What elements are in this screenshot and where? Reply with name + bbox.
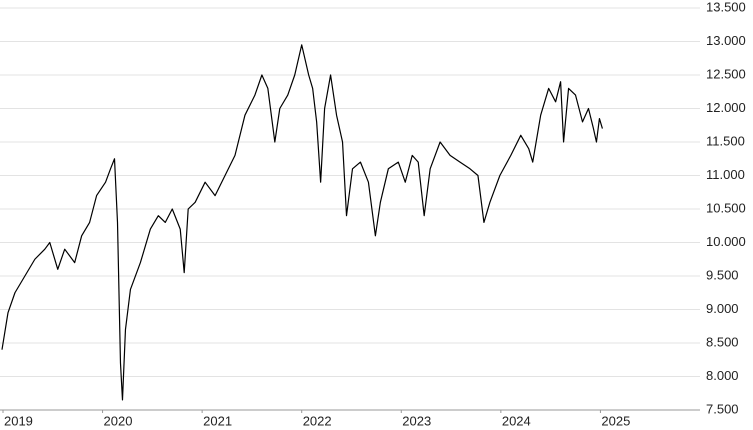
y-tick-label: 10.000: [706, 234, 746, 249]
x-tick-label: 2021: [203, 413, 232, 428]
x-tick-label: 2025: [601, 413, 630, 428]
y-tick-label: 10.500: [706, 200, 746, 215]
y-tick-label: 8.500: [706, 334, 739, 349]
price-line: [1, 44, 603, 401]
y-tick-label: 8.000: [706, 368, 739, 383]
y-tick-label: 9.500: [706, 267, 739, 282]
x-tick-label: 2019: [4, 413, 33, 428]
y-tick-label: 13.000: [706, 33, 746, 48]
x-tick-label: 2023: [402, 413, 431, 428]
y-tick-label: 11.500: [706, 133, 745, 148]
y-tick-label: 9.000: [706, 301, 739, 316]
x-tick-label: 2024: [502, 413, 531, 428]
y-tick-label: 12.500: [706, 66, 746, 81]
x-tick-label: 2022: [303, 413, 332, 428]
y-tick-label: 11.000: [706, 167, 745, 182]
y-tick-label: 13.500: [706, 0, 746, 14]
x-tick-label: 2020: [104, 413, 133, 428]
y-tick-label: 12.000: [706, 100, 746, 115]
y-tick-label: 7.500: [706, 401, 739, 416]
